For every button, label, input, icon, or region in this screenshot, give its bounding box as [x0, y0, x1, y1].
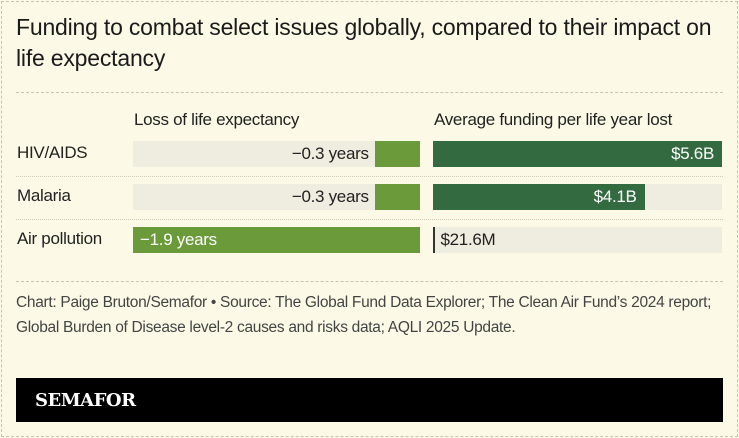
loss-bar [374, 184, 420, 210]
divider [16, 92, 723, 93]
semafor-logo: SEMAFOR [35, 390, 136, 411]
row-label: Air pollution [17, 229, 102, 248]
loss-label: −1.9 years [140, 230, 217, 249]
funding-label: $5.6B [671, 144, 714, 163]
funding-label: $21.6M [440, 230, 496, 249]
brand-bar: SEMAFOR [16, 378, 723, 422]
loss-bar [374, 141, 420, 167]
column-header-funding: Average funding per life year lost [434, 110, 673, 129]
funding-bar [433, 184, 645, 210]
loss-track [133, 184, 420, 210]
loss-label: −0.3 years [291, 187, 369, 206]
funding-bar [433, 141, 722, 167]
row-separator [16, 219, 723, 220]
loss-label: −0.3 years [291, 144, 369, 163]
loss-bar [133, 227, 420, 253]
funding-bar [433, 227, 435, 253]
row-label: Malaria [17, 186, 71, 205]
row-separator [16, 176, 723, 177]
funding-label: $4.1B [593, 187, 637, 206]
loss-track [133, 141, 420, 167]
column-header-loss: Loss of life expectancy [134, 110, 300, 129]
funding-track [433, 227, 722, 253]
chart-title: Funding to combat select issues globally… [16, 14, 712, 71]
divider [16, 281, 723, 282]
source-note: Chart: Paige Bruton/Semafor • Source: Th… [16, 294, 712, 336]
row-label: HIV/AIDS [17, 143, 88, 162]
